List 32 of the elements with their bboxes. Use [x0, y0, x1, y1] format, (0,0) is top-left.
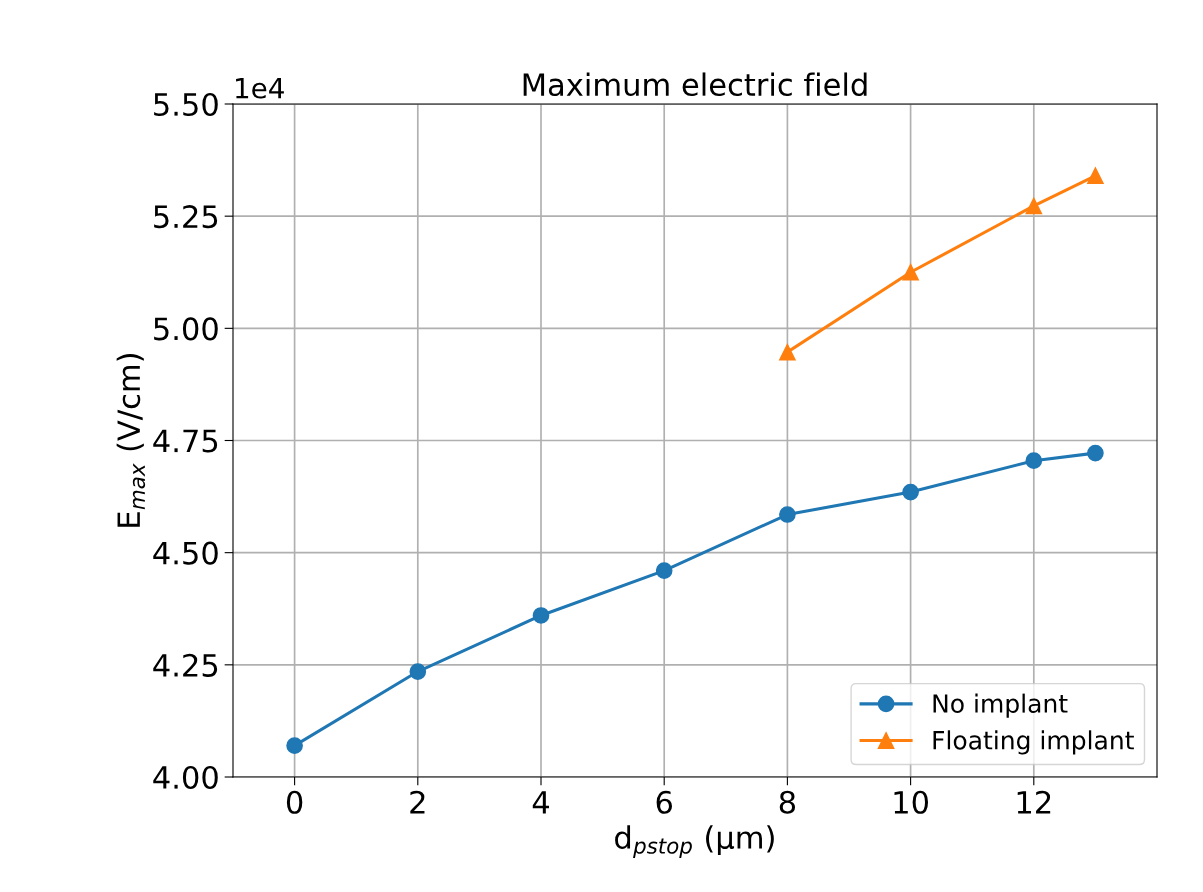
- x-tick-label: 12: [1017, 790, 1051, 814]
- point: [409, 663, 427, 680]
- y-axis-title: E$_{max}$ (V/cm): [116, 354, 146, 527]
- point: [532, 607, 550, 624]
- x-tick-label: 10: [894, 790, 929, 814]
- y-tick-label: 4.00: [153, 765, 218, 790]
- text: 1e4: [236, 77, 284, 99]
- point: [779, 343, 796, 361]
- point: [1087, 444, 1104, 462]
- legend-label: Floating implant: [933, 730, 1134, 755]
- x-tick-label: 0: [286, 790, 303, 814]
- y-tick-label: 4.50: [153, 541, 218, 565]
- point: [902, 483, 919, 501]
- x-tick-label: 6: [656, 790, 672, 814]
- x-tick-label: 4: [532, 791, 550, 814]
- legend-label: No implant: [933, 693, 1068, 718]
- point: [1025, 197, 1043, 215]
- point: [655, 562, 673, 579]
- y-tick-label: 5.25: [154, 205, 218, 229]
- y-tick-label: 4.25: [153, 653, 218, 677]
- point: [286, 737, 303, 754]
- point: [1087, 167, 1104, 185]
- y-tick-label: 5.00: [154, 317, 218, 341]
- point: [1025, 452, 1043, 470]
- point: [779, 506, 796, 523]
- x-tick-label: 8: [779, 790, 796, 814]
- y-tick-label: 5.50: [154, 92, 218, 117]
- x-tick-label: 2: [410, 790, 425, 814]
- point: [902, 263, 919, 281]
- y-tick-label: 4.75: [153, 429, 218, 453]
- x-axis-title: d$_{pstop}$ (µm): [615, 825, 774, 858]
- chart-title: Maximum electric field: [523, 72, 867, 97]
